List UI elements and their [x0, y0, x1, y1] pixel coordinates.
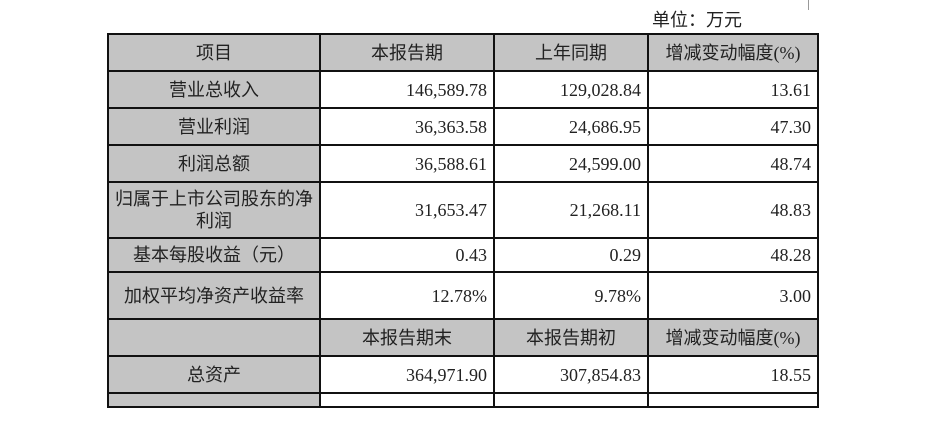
- change-value: 13.61: [647, 70, 819, 109]
- current-value: 36,363.58: [319, 107, 495, 146]
- change-value: 18.55: [647, 355, 819, 394]
- change-value: 3.00: [647, 271, 819, 320]
- change-value: 48.28: [647, 237, 819, 273]
- table-row: 总资产 364,971.90 307,854.83 18.55: [107, 355, 819, 394]
- header-prior: 上年同期: [493, 33, 649, 72]
- table-subheader-row: 本报告期末 本报告期初 增减变动幅度(%): [107, 318, 819, 357]
- header-item: 项目: [107, 33, 321, 72]
- current-value: 0.43: [319, 237, 495, 273]
- prior-value: 0.29: [493, 237, 649, 273]
- prior-value: 307,854.83: [493, 355, 649, 394]
- page-edge-mark: [808, 0, 809, 10]
- prior-value: 24,599.00: [493, 144, 649, 183]
- table-row: 营业总收入 146,589.78 129,028.84 13.61: [107, 70, 819, 109]
- change-value: 48.74: [647, 144, 819, 183]
- prior-value: 9.78%: [493, 271, 649, 320]
- subheader-begin: 本报告期初: [493, 318, 649, 357]
- prior-value: 21,268.11: [493, 181, 649, 239]
- row-label: 利润总额: [107, 144, 321, 183]
- subheader-item: [107, 318, 321, 357]
- subheader-change: 增减变动幅度(%): [647, 318, 819, 357]
- row-label: 加权平均净资产收益率: [107, 271, 321, 320]
- table-row: 归属于上市公司股东的净利润 31,653.47 21,268.11 48.83: [107, 181, 819, 239]
- prior-value: 24,686.95: [493, 107, 649, 146]
- row-label: 归属于上市公司股东的净利润: [107, 181, 321, 239]
- header-current: 本报告期: [319, 33, 495, 72]
- current-value: 364,971.90: [319, 355, 495, 394]
- table-row: 利润总额 36,588.61 24,599.00 48.74: [107, 144, 819, 183]
- current-value: 12.78%: [319, 271, 495, 320]
- current-value: 146,589.78: [319, 70, 495, 109]
- prior-value: 129,028.84: [493, 70, 649, 109]
- financial-summary-table: 项目 本报告期 上年同期 增减变动幅度(%) 营业总收入 146,589.78 …: [107, 33, 819, 408]
- table-header-row: 项目 本报告期 上年同期 增减变动幅度(%): [107, 33, 819, 72]
- unit-label: 单位：万元: [652, 10, 742, 30]
- table-row: 营业利润 36,363.58 24,686.95 47.30: [107, 107, 819, 146]
- row-label: 基本每股收益（元）: [107, 237, 321, 273]
- table-row-cut-off: [107, 392, 819, 408]
- row-label: 营业总收入: [107, 70, 321, 109]
- table-row: 加权平均净资产收益率 12.78% 9.78% 3.00: [107, 271, 819, 320]
- current-value: 31,653.47: [319, 181, 495, 239]
- row-label: 总资产: [107, 355, 321, 394]
- header-change: 增减变动幅度(%): [647, 33, 819, 72]
- table-row: 基本每股收益（元） 0.43 0.29 48.28: [107, 237, 819, 273]
- change-value: 48.83: [647, 181, 819, 239]
- subheader-end: 本报告期末: [319, 318, 495, 357]
- row-label: 营业利润: [107, 107, 321, 146]
- change-value: 47.30: [647, 107, 819, 146]
- current-value: 36,588.61: [319, 144, 495, 183]
